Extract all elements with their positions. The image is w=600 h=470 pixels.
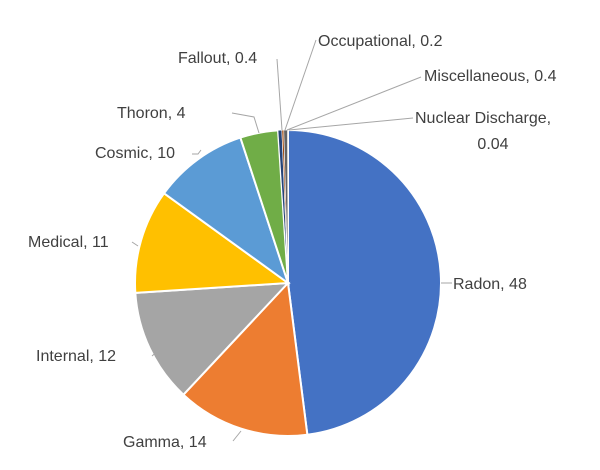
leader-line-fallout bbox=[276, 58, 283, 131]
data-labels: Radon, 48 Gamma, 14 Internal, 12 Medical, 1… bbox=[28, 33, 557, 451]
pie-slices bbox=[134, 128, 442, 437]
leader-line-cosmic bbox=[192, 149, 202, 155]
slice-gamma bbox=[182, 280, 309, 437]
data-label-radon: Radon, 48 bbox=[453, 276, 527, 293]
data-label-occupational: Occupational, 0.2 bbox=[318, 33, 443, 50]
slice-internal bbox=[134, 281, 291, 397]
leader-line-gamma bbox=[232, 430, 242, 442]
leader-line-occupational bbox=[284, 39, 317, 131]
data-label-nuclear-discharge: Nuclear Discharge, bbox=[415, 110, 551, 127]
data-label-gamma: Gamma, 14 bbox=[123, 434, 207, 451]
data-label-cosmic: Cosmic, 10 bbox=[95, 145, 175, 162]
data-label-internal: Internal, 12 bbox=[36, 348, 116, 365]
leader-line-internal bbox=[151, 348, 161, 357]
data-label-miscellaneous: Miscellaneous, 0.4 bbox=[424, 68, 557, 85]
leader-line-miscellaneous bbox=[286, 76, 422, 131]
leader-line-thoron bbox=[231, 112, 260, 134]
slice-medical bbox=[134, 191, 291, 294]
leader-line-medical bbox=[131, 241, 139, 247]
data-label-thoron: Thoron, 4 bbox=[117, 105, 186, 122]
leader-lines bbox=[131, 39, 452, 442]
data-label-fallout: Fallout, 0.4 bbox=[178, 50, 257, 67]
leader-line-nuclear-discharge bbox=[288, 117, 414, 131]
data-label-medical: Medical, 11 bbox=[28, 234, 109, 251]
data-label-value-nuclear-discharge: 0.04 bbox=[477, 136, 508, 153]
slice-cosmic bbox=[162, 136, 290, 286]
slice-radon bbox=[287, 128, 442, 436]
